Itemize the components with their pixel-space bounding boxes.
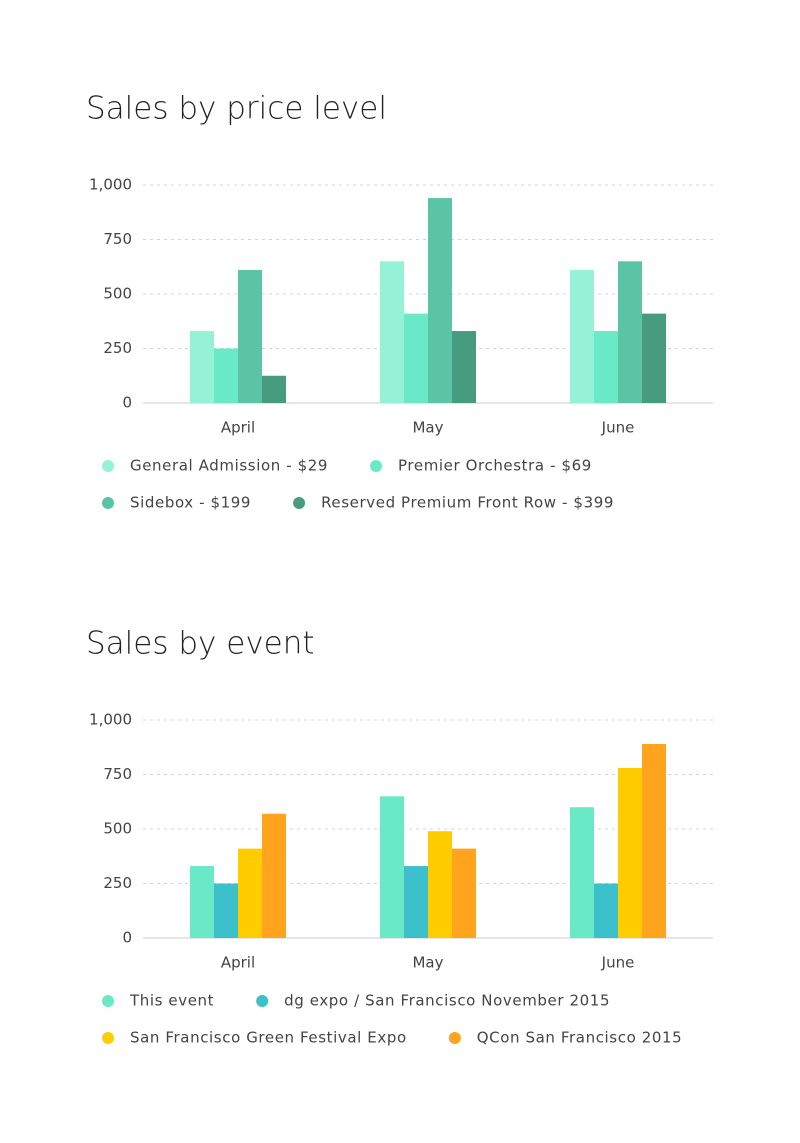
x-tick-label: April <box>221 419 255 437</box>
bar <box>428 831 452 938</box>
legend-marker <box>293 497 306 509</box>
legend-label: General Admission - $29 <box>130 457 328 475</box>
legend-marker <box>102 995 114 1007</box>
bar <box>618 767 642 938</box>
bar <box>238 270 262 403</box>
bar <box>594 331 618 403</box>
y-tick-label: 1,000 <box>89 176 132 194</box>
legend-marker <box>256 995 269 1007</box>
bar <box>214 883 238 938</box>
bar <box>190 331 214 403</box>
y-tick-label: 1,000 <box>89 711 132 729</box>
legend-label: QCon San Francisco 2015 <box>477 1029 683 1047</box>
chart-title: Sales by event <box>86 626 315 662</box>
x-tick-label: May <box>412 419 443 437</box>
bar <box>428 198 452 403</box>
bar <box>452 331 476 403</box>
bar <box>642 313 666 403</box>
bar <box>380 261 404 403</box>
y-tick-label: 0 <box>122 929 132 947</box>
bar <box>262 813 286 938</box>
bar <box>594 883 618 938</box>
legend-label: San Francisco Green Festival Expo <box>130 1029 407 1047</box>
y-tick-label: 0 <box>122 394 132 412</box>
legend-marker <box>448 1032 461 1044</box>
bar <box>380 796 404 938</box>
bar <box>570 807 594 938</box>
y-tick-label: 500 <box>103 285 132 303</box>
legend-label: Premier Orchestra - $69 <box>398 457 592 475</box>
y-tick-label: 500 <box>103 820 132 838</box>
x-tick-label: June <box>601 419 635 437</box>
legend-label: Reserved Premium Front Row - $399 <box>321 494 614 512</box>
bar <box>190 866 214 938</box>
bar <box>214 348 238 403</box>
chart: Sales by event 0 250 500 750 1,000 April May Jun… <box>86 626 713 1047</box>
chart-title: Sales by price level <box>86 91 387 127</box>
y-tick-label: 750 <box>103 230 132 248</box>
y-tick-label: 750 <box>103 765 132 783</box>
bar <box>570 270 594 403</box>
legend-label: This event <box>129 992 214 1010</box>
y-tick-label: 250 <box>103 874 132 892</box>
legend-marker <box>102 1032 114 1044</box>
x-tick-label: April <box>221 954 255 972</box>
legend-label: Sidebox - $199 <box>130 494 251 512</box>
bar <box>404 313 428 403</box>
bar <box>262 375 286 403</box>
x-tick-label: May <box>412 954 443 972</box>
x-tick-label: June <box>601 954 635 972</box>
legend-label: dg expo / San Francisco November 2015 <box>284 992 610 1010</box>
bar <box>452 848 476 938</box>
legend-marker <box>102 497 114 509</box>
legend-marker <box>370 460 383 472</box>
charts: Sales by price level 0 250 500 750 1,000 April… <box>86 91 713 1047</box>
bar <box>238 848 262 938</box>
bar <box>642 743 666 938</box>
bar <box>404 866 428 938</box>
bar <box>618 261 642 403</box>
legend-marker <box>102 460 114 472</box>
chart: Sales by price level 0 250 500 750 1,000 April… <box>86 91 713 512</box>
y-tick-label: 250 <box>103 339 132 357</box>
